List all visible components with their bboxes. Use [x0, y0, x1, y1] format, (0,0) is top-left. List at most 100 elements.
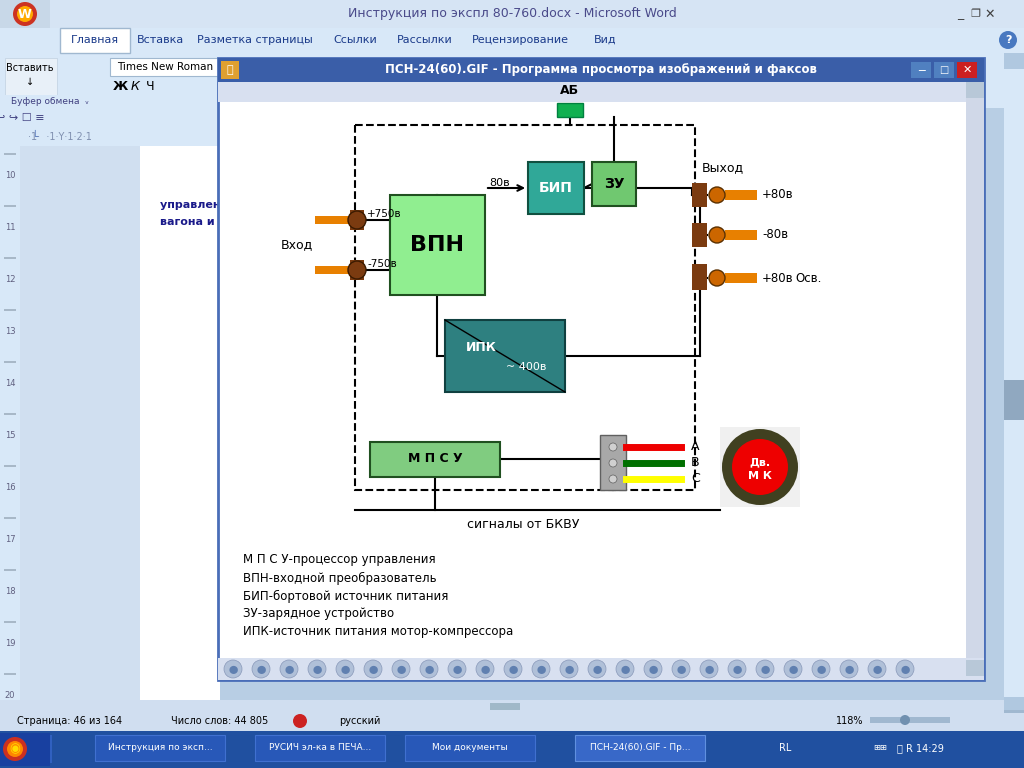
- Bar: [0, 700, 1004, 713]
- Circle shape: [709, 187, 725, 203]
- Bar: [725, 230, 757, 240]
- Circle shape: [476, 660, 494, 678]
- Bar: [4, 205, 16, 207]
- Text: ⬤: ⬤: [872, 664, 882, 674]
- Text: ПСН-24(60).GIF - Пр...: ПСН-24(60).GIF - Пр...: [590, 743, 690, 753]
- Bar: [406, 735, 535, 761]
- Text: В: В: [691, 456, 699, 469]
- Bar: [0, 53, 220, 108]
- Text: АБ: АБ: [560, 84, 580, 97]
- Circle shape: [420, 660, 438, 678]
- Bar: [4, 361, 16, 363]
- Text: RL: RL: [779, 743, 792, 753]
- Text: ⬤: ⬤: [537, 664, 546, 674]
- Circle shape: [7, 741, 23, 757]
- Bar: [255, 735, 385, 761]
- Text: 🖼: 🖼: [226, 65, 233, 75]
- Text: ⬤: ⬤: [621, 664, 630, 674]
- Bar: [557, 103, 583, 117]
- Bar: [692, 183, 707, 207]
- Bar: [966, 82, 984, 660]
- Circle shape: [609, 459, 617, 467]
- Text: ✕: ✕: [963, 65, 972, 75]
- Circle shape: [449, 660, 466, 678]
- Text: 15: 15: [5, 431, 15, 439]
- Circle shape: [784, 660, 802, 678]
- Text: М П С У-процессор управления: М П С У-процессор управления: [243, 554, 435, 567]
- Text: ⬤: ⬤: [816, 664, 825, 674]
- Text: ⬤: ⬤: [788, 664, 798, 674]
- Text: ·1·  ·1·Y·1·2·1: ·1· ·1·Y·1·2·1: [28, 132, 92, 142]
- Text: М П С У: М П С У: [408, 452, 462, 465]
- Bar: [390, 195, 485, 295]
- Bar: [4, 621, 16, 623]
- Text: +80в: +80в: [762, 188, 794, 201]
- Text: Инструкция по экспл 80-760.docx - Microsoft Word: Инструкция по экспл 80-760.docx - Micros…: [347, 8, 677, 21]
- Text: +750в: +750в: [367, 209, 401, 219]
- Bar: [0, 0, 1024, 28]
- Bar: [110, 78, 210, 96]
- Bar: [223, 102, 964, 656]
- Text: ПСН-24(60).GIF - Программа просмотра изображений и факсов: ПСН-24(60).GIF - Программа просмотра изо…: [385, 64, 817, 77]
- Bar: [0, 710, 1024, 713]
- Text: ?: ?: [1005, 35, 1012, 45]
- Circle shape: [532, 660, 550, 678]
- Text: ⬤: ⬤: [256, 664, 265, 674]
- Bar: [218, 58, 984, 680]
- Text: управления и в: управления и в: [160, 200, 258, 210]
- Text: ↓: ↓: [26, 77, 34, 87]
- Bar: [957, 62, 977, 78]
- Circle shape: [13, 2, 37, 26]
- Bar: [934, 62, 954, 78]
- Circle shape: [722, 429, 798, 505]
- Text: Инструкция по эксп...: Инструкция по эксп...: [108, 743, 212, 753]
- Circle shape: [812, 660, 830, 678]
- Text: -80в: -80в: [762, 229, 788, 241]
- Text: ✕: ✕: [985, 8, 995, 21]
- Circle shape: [709, 270, 725, 286]
- Circle shape: [644, 660, 662, 678]
- Text: Вид: Вид: [594, 35, 616, 45]
- Bar: [720, 427, 800, 507]
- Circle shape: [224, 660, 242, 678]
- Bar: [1004, 53, 1024, 69]
- Text: РУСИЧ эл-ка в ПЕЧА...: РУСИЧ эл-ка в ПЕЧА...: [269, 743, 371, 753]
- Text: Ссылки: Ссылки: [333, 35, 377, 45]
- Text: Вставить: Вставить: [6, 63, 53, 73]
- Bar: [4, 413, 16, 415]
- Text: ↩ ↪ ☐ ≡: ↩ ↪ ☐ ≡: [0, 113, 44, 123]
- Text: ⬤: ⬤: [705, 664, 714, 674]
- Circle shape: [728, 660, 746, 678]
- Circle shape: [293, 714, 307, 728]
- Bar: [4, 569, 16, 571]
- Circle shape: [840, 660, 858, 678]
- Text: БИП-бортовой источник питания: БИП-бортовой источник питания: [243, 590, 449, 603]
- Text: -750в: -750в: [367, 259, 396, 269]
- Text: ⬤: ⬤: [285, 664, 294, 674]
- Bar: [528, 162, 584, 214]
- Text: ИПК-источник питания мотор-компрессора: ИПК-источник питания мотор-компрессора: [243, 625, 513, 638]
- Circle shape: [732, 439, 788, 495]
- Circle shape: [756, 660, 774, 678]
- Bar: [490, 703, 520, 710]
- Circle shape: [504, 660, 522, 678]
- Text: ◉: ◉: [9, 743, 20, 756]
- Bar: [355, 125, 695, 490]
- Text: 🔊 R 14:29: 🔊 R 14:29: [897, 743, 943, 753]
- Circle shape: [560, 660, 578, 678]
- Circle shape: [588, 660, 606, 678]
- Text: 16: 16: [5, 482, 15, 492]
- Text: ИПК: ИПК: [466, 341, 497, 354]
- Text: ─: ─: [918, 65, 925, 75]
- Circle shape: [900, 715, 910, 725]
- Bar: [692, 264, 707, 290]
- Bar: [1004, 380, 1024, 420]
- Bar: [110, 58, 220, 76]
- Bar: [966, 82, 984, 98]
- Text: Страница: 46 из 164: Страница: 46 из 164: [17, 716, 123, 726]
- Text: ⬤: ⬤: [480, 664, 489, 674]
- Bar: [350, 260, 364, 280]
- Text: +80в: +80в: [762, 272, 794, 284]
- Circle shape: [308, 660, 326, 678]
- Text: Вставка: Вставка: [136, 35, 183, 45]
